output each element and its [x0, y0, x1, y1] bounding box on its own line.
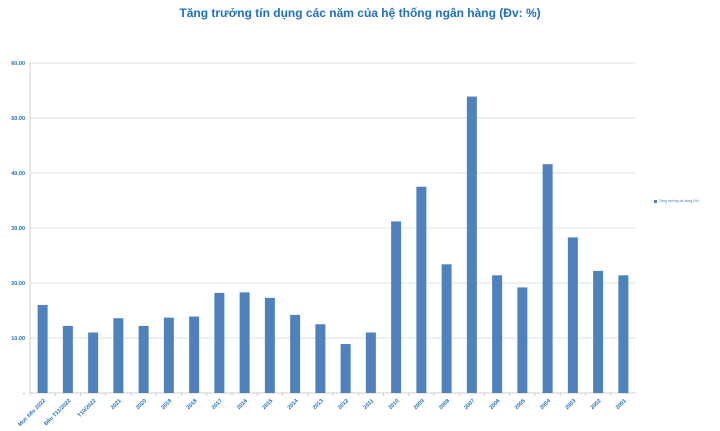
x-tick-label: 2016	[236, 398, 249, 411]
x-tick-label: 2007	[463, 398, 476, 411]
x-tick-label: T10/2022	[77, 398, 98, 419]
bar	[189, 316, 200, 393]
x-tick-label: Đầu T11/2022	[43, 398, 72, 427]
bar	[138, 325, 149, 393]
bar	[37, 305, 48, 393]
legend-label: Tăng trưởng tín dụng (%)	[659, 199, 699, 203]
bar	[517, 287, 528, 393]
bar	[113, 318, 124, 393]
x-tick-label: 2012	[337, 398, 350, 411]
bar	[365, 332, 376, 393]
x-tick-label: 2002	[590, 398, 603, 411]
bar	[163, 317, 174, 393]
bar	[618, 275, 629, 393]
x-tick-label: 2006	[489, 398, 502, 411]
x-tick-label: 2013	[312, 398, 325, 411]
bar	[290, 314, 301, 393]
x-tick-label: 2011	[363, 398, 376, 411]
bar	[239, 292, 250, 393]
bar	[492, 275, 503, 393]
bar	[391, 221, 402, 393]
x-tick-label: 2010	[388, 398, 401, 411]
x-tick-label: 2018	[186, 398, 199, 411]
bar	[214, 292, 225, 393]
x-tick-label: 2019	[160, 398, 173, 411]
bar	[416, 186, 427, 393]
y-tick-label: 50.00	[11, 116, 25, 122]
x-tick-label: 2008	[438, 398, 451, 411]
bar	[315, 324, 326, 393]
x-tick-label: 2015	[261, 398, 274, 411]
x-tick-label: 2020	[135, 398, 148, 411]
bar	[466, 96, 477, 394]
x-tick-label: 2009	[413, 398, 426, 411]
y-tick-label: 60.00	[11, 61, 25, 67]
y-tick-label: -	[23, 391, 25, 397]
x-tick-label: 2005	[514, 398, 527, 411]
x-tick-label: 2021	[110, 398, 123, 411]
bar	[88, 332, 99, 393]
bar	[340, 344, 351, 393]
bar	[567, 237, 578, 393]
x-tick-label: 2003	[564, 398, 577, 411]
y-tick-label: 10.00	[11, 336, 25, 342]
chart-title: Tăng trưởng tín dụng các năm của hệ thốn…	[179, 6, 541, 20]
x-tick-label: 2017	[211, 398, 224, 411]
legend-swatch	[654, 199, 657, 203]
x-tick-label: 2001	[615, 398, 628, 411]
bar	[542, 164, 553, 393]
x-tick-label: Mục tiêu 2022	[17, 398, 47, 428]
x-tick-label: 2004	[539, 398, 553, 412]
bar	[593, 270, 604, 393]
bar	[441, 264, 452, 393]
y-tick-label: 30.00	[11, 226, 25, 232]
y-tick-label: 20.00	[11, 281, 25, 287]
y-tick-label: 40.00	[11, 171, 25, 177]
x-tick-label: 2014	[287, 398, 301, 412]
legend: Tăng trưởng tín dụng (%)	[654, 199, 699, 203]
bar	[62, 325, 73, 393]
bar	[264, 297, 275, 393]
